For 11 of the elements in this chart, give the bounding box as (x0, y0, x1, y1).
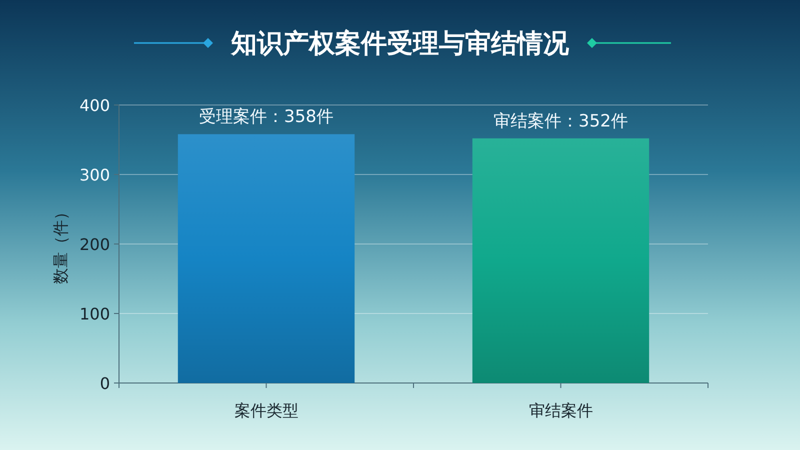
data-label: 审结案件：352件 (494, 111, 628, 132)
y-tick-label: 300 (79, 166, 110, 184)
y-axis-title: 数量（件） (51, 204, 70, 284)
chart-title: 知识产权案件受理与审结情况 (230, 29, 570, 59)
x-tick-label: 案件类型 (234, 401, 298, 420)
y-tick-label: 0 (100, 374, 110, 393)
y-tick-label: 200 (79, 235, 110, 254)
y-tick-label: 100 (79, 304, 110, 324)
y-tick-label: 400 (79, 96, 110, 115)
data-label: 受理案件：358件 (199, 107, 334, 128)
x-tick-label: 审结案件 (528, 401, 593, 420)
